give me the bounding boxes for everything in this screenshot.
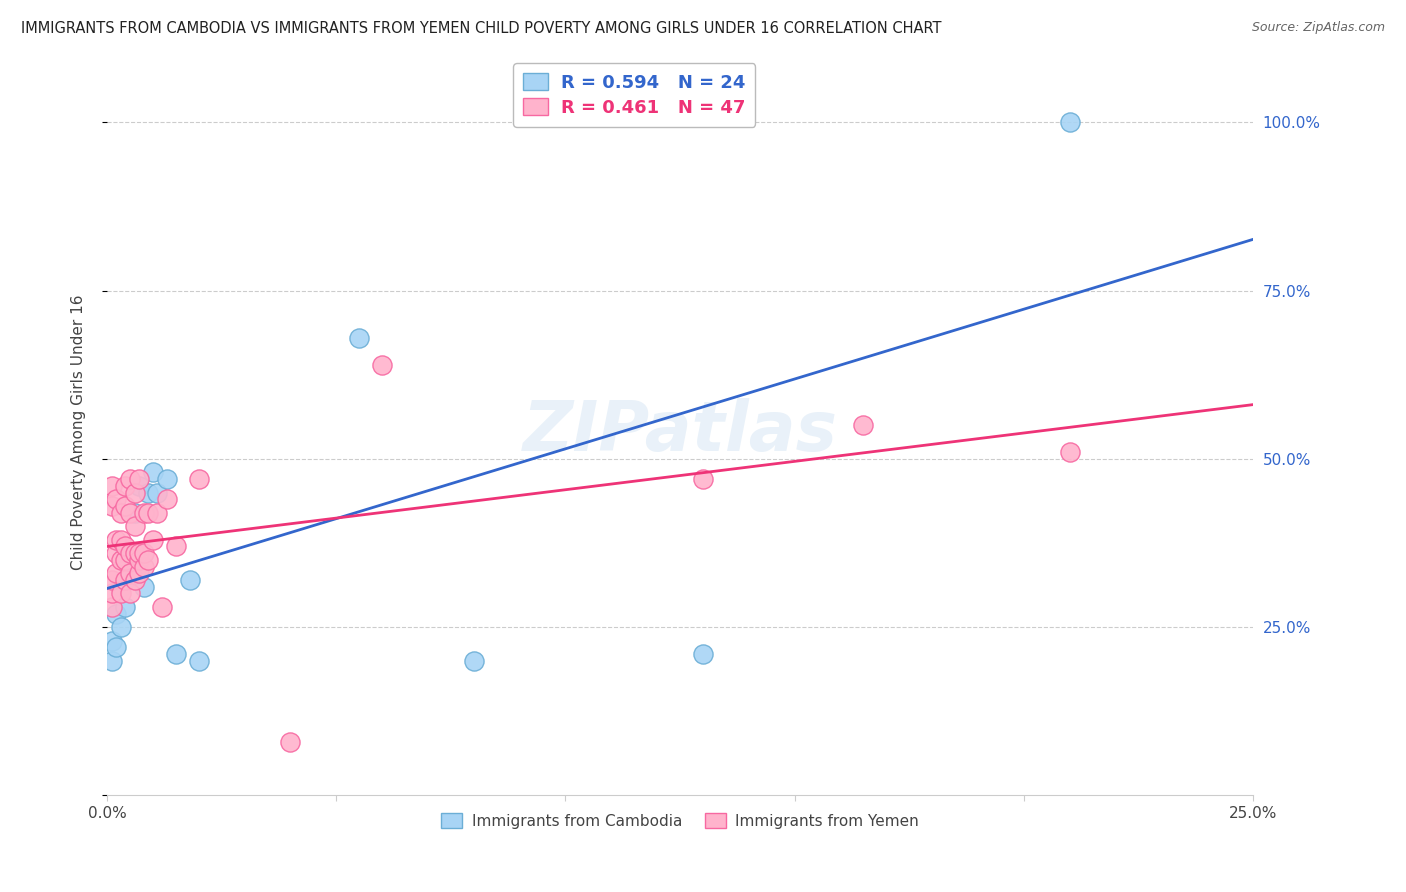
Point bbox=[124, 546, 146, 560]
Point bbox=[128, 553, 150, 567]
Point bbox=[124, 485, 146, 500]
Point bbox=[852, 418, 875, 433]
Point bbox=[110, 586, 132, 600]
Point bbox=[100, 573, 122, 587]
Point bbox=[142, 466, 165, 480]
Point bbox=[118, 546, 141, 560]
Point bbox=[110, 553, 132, 567]
Point bbox=[128, 546, 150, 560]
Point bbox=[114, 479, 136, 493]
Point bbox=[105, 607, 128, 621]
Point bbox=[132, 559, 155, 574]
Point bbox=[114, 553, 136, 567]
Point bbox=[105, 533, 128, 547]
Point bbox=[692, 472, 714, 486]
Point bbox=[105, 546, 128, 560]
Point bbox=[110, 620, 132, 634]
Point bbox=[128, 479, 150, 493]
Point bbox=[124, 519, 146, 533]
Point bbox=[105, 566, 128, 581]
Point bbox=[132, 546, 155, 560]
Point bbox=[1059, 445, 1081, 459]
Point bbox=[118, 506, 141, 520]
Point bbox=[110, 580, 132, 594]
Point bbox=[132, 580, 155, 594]
Point bbox=[100, 654, 122, 668]
Point bbox=[1059, 115, 1081, 129]
Point bbox=[118, 566, 141, 581]
Point bbox=[187, 654, 209, 668]
Text: IMMIGRANTS FROM CAMBODIA VS IMMIGRANTS FROM YEMEN CHILD POVERTY AMONG GIRLS UNDE: IMMIGRANTS FROM CAMBODIA VS IMMIGRANTS F… bbox=[21, 21, 942, 36]
Point bbox=[118, 472, 141, 486]
Point bbox=[128, 566, 150, 581]
Point bbox=[136, 506, 159, 520]
Point bbox=[692, 647, 714, 661]
Point bbox=[156, 472, 179, 486]
Point bbox=[124, 506, 146, 520]
Point bbox=[136, 553, 159, 567]
Point bbox=[118, 586, 141, 600]
Point bbox=[146, 506, 169, 520]
Point bbox=[280, 734, 302, 748]
Point bbox=[110, 533, 132, 547]
Point bbox=[179, 573, 201, 587]
Point bbox=[142, 533, 165, 547]
Point bbox=[347, 331, 370, 345]
Point bbox=[463, 654, 485, 668]
Point bbox=[100, 599, 122, 614]
Point bbox=[110, 506, 132, 520]
Point bbox=[118, 546, 141, 560]
Point bbox=[100, 633, 122, 648]
Point bbox=[150, 599, 173, 614]
Point bbox=[165, 540, 187, 554]
Legend: Immigrants from Cambodia, Immigrants from Yemen: Immigrants from Cambodia, Immigrants fro… bbox=[434, 807, 925, 835]
Point bbox=[146, 485, 169, 500]
Point bbox=[371, 358, 394, 372]
Point bbox=[114, 546, 136, 560]
Point bbox=[132, 506, 155, 520]
Point bbox=[105, 640, 128, 655]
Point bbox=[100, 586, 122, 600]
Point bbox=[128, 472, 150, 486]
Point bbox=[124, 573, 146, 587]
Point bbox=[100, 479, 122, 493]
Point bbox=[136, 485, 159, 500]
Text: Source: ZipAtlas.com: Source: ZipAtlas.com bbox=[1251, 21, 1385, 34]
Y-axis label: Child Poverty Among Girls Under 16: Child Poverty Among Girls Under 16 bbox=[72, 294, 86, 570]
Text: ZIPatlas: ZIPatlas bbox=[523, 399, 838, 466]
Point bbox=[187, 472, 209, 486]
Point bbox=[114, 573, 136, 587]
Point bbox=[165, 647, 187, 661]
Point bbox=[114, 499, 136, 513]
Point bbox=[114, 599, 136, 614]
Point bbox=[156, 492, 179, 507]
Point bbox=[118, 566, 141, 581]
Point bbox=[105, 492, 128, 507]
Point bbox=[114, 540, 136, 554]
Point bbox=[100, 499, 122, 513]
